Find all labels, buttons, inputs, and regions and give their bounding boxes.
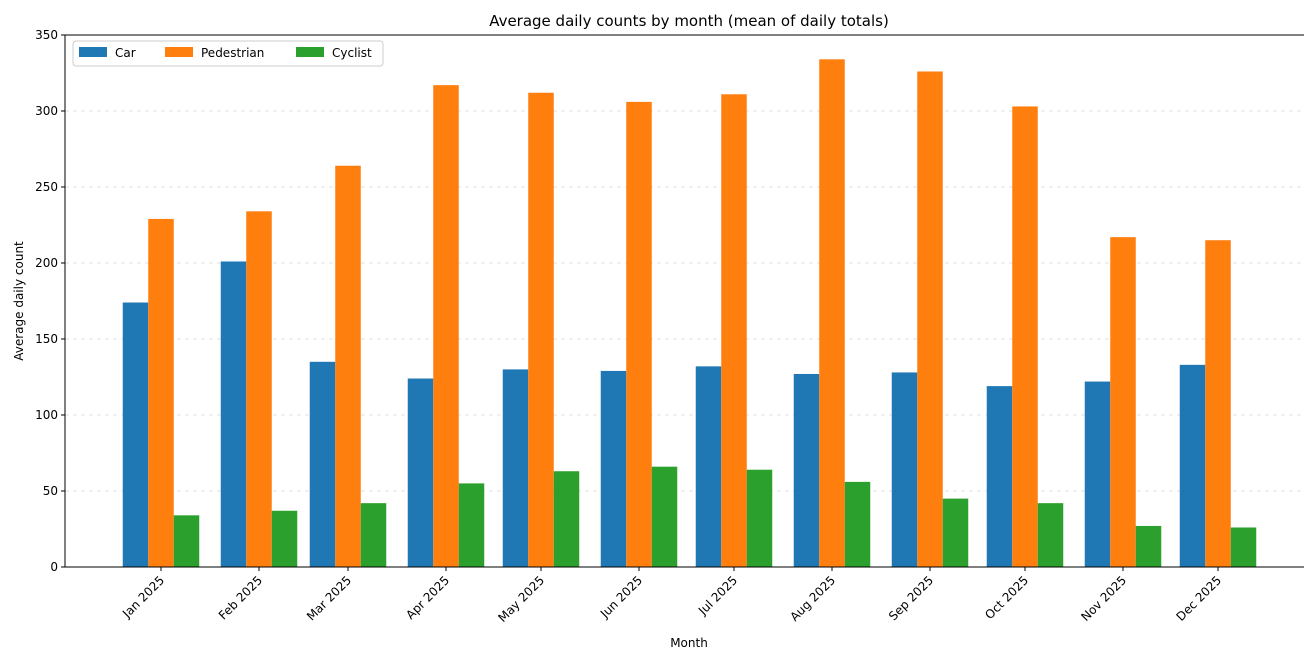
y-ticks: 0 50 100 150 200 250 300 350: [35, 28, 65, 574]
x-axis-label: Month: [670, 636, 708, 648]
legend-swatch-pedestrian: [165, 47, 193, 57]
axes: [64, 34, 1304, 568]
bar-cyclist: [1037, 503, 1064, 567]
bar-car: [1179, 364, 1206, 567]
y-tick-label: 50: [43, 484, 58, 498]
bar-car: [309, 361, 336, 567]
x-tick-label: Nov 2025: [1078, 573, 1129, 624]
y-tick-label: 200: [35, 256, 58, 270]
y-tick-label: 0: [50, 560, 58, 574]
bar-car: [407, 378, 434, 567]
bar-cyclist: [651, 466, 678, 567]
y-tick-label: 100: [35, 408, 58, 422]
bar-pedestrian: [917, 71, 943, 567]
y-tick-label: 350: [35, 28, 58, 42]
x-tick-label: Apr 2025: [403, 573, 452, 622]
bars: [122, 59, 1257, 568]
bar-pedestrian: [246, 211, 272, 567]
x-tick-label: Jun 2025: [597, 573, 645, 621]
bar-cyclist: [553, 471, 580, 567]
bar-cyclist: [173, 515, 200, 567]
x-tick-label: Jul 2025: [695, 573, 740, 618]
bar-pedestrian: [528, 92, 554, 567]
chart-title: Average daily counts by month (mean of d…: [489, 12, 889, 30]
x-tick-label: Dec 2025: [1174, 573, 1225, 624]
bar-cyclist: [271, 510, 298, 567]
bar-car: [891, 372, 918, 567]
legend-label-cyclist: Cyclist: [332, 46, 372, 60]
x-tick-label: Aug 2025: [787, 573, 838, 624]
bar-cyclist: [458, 483, 485, 567]
x-ticks: Jan 2025 Feb 2025 Mar 2025 Apr 2025 May 2025…: [119, 567, 1224, 625]
bar-car: [502, 369, 529, 567]
bar-pedestrian: [1012, 106, 1038, 567]
x-tick-label: Jan 2025: [119, 573, 167, 621]
legend-swatch-car: [79, 47, 107, 57]
bar-cyclist: [1230, 527, 1257, 567]
y-tick-label: 250: [35, 180, 58, 194]
bar-pedestrian: [819, 59, 845, 567]
bar-pedestrian: [626, 101, 652, 567]
bar-cyclist: [844, 481, 871, 567]
bar-car: [220, 261, 247, 567]
bar-car: [986, 386, 1013, 567]
bar-pedestrian: [148, 218, 174, 568]
legend-label-pedestrian: Pedestrian: [201, 46, 264, 60]
bar-cyclist: [1135, 525, 1162, 567]
bar-car: [1084, 381, 1111, 567]
x-tick-label: May 2025: [495, 573, 547, 625]
y-axis-label: Average daily count: [12, 241, 26, 361]
bar-pedestrian: [433, 85, 459, 567]
legend: Car Pedestrian Cyclist: [72, 40, 384, 67]
bar-pedestrian: [1110, 237, 1136, 567]
legend-label-car: Car: [115, 46, 136, 60]
x-tick-label: Mar 2025: [304, 573, 354, 623]
bar-car: [600, 370, 627, 567]
legend-swatch-cyclist: [296, 47, 324, 57]
y-tick-label: 150: [35, 332, 58, 346]
bar-car: [695, 366, 722, 567]
bar-car: [793, 373, 820, 567]
bar-pedestrian: [1205, 240, 1231, 567]
x-tick-label: Feb 2025: [216, 573, 265, 622]
x-tick-label: Oct 2025: [982, 573, 1031, 622]
bar-pedestrian: [335, 165, 361, 567]
bar-cyclist: [942, 498, 969, 567]
x-tick-label: Sep 2025: [886, 573, 936, 623]
y-tick-label: 300: [35, 104, 58, 118]
bar-cyclist: [746, 469, 773, 567]
bar-cyclist: [360, 503, 387, 567]
bar-car: [122, 302, 149, 567]
bar-pedestrian: [721, 94, 747, 567]
